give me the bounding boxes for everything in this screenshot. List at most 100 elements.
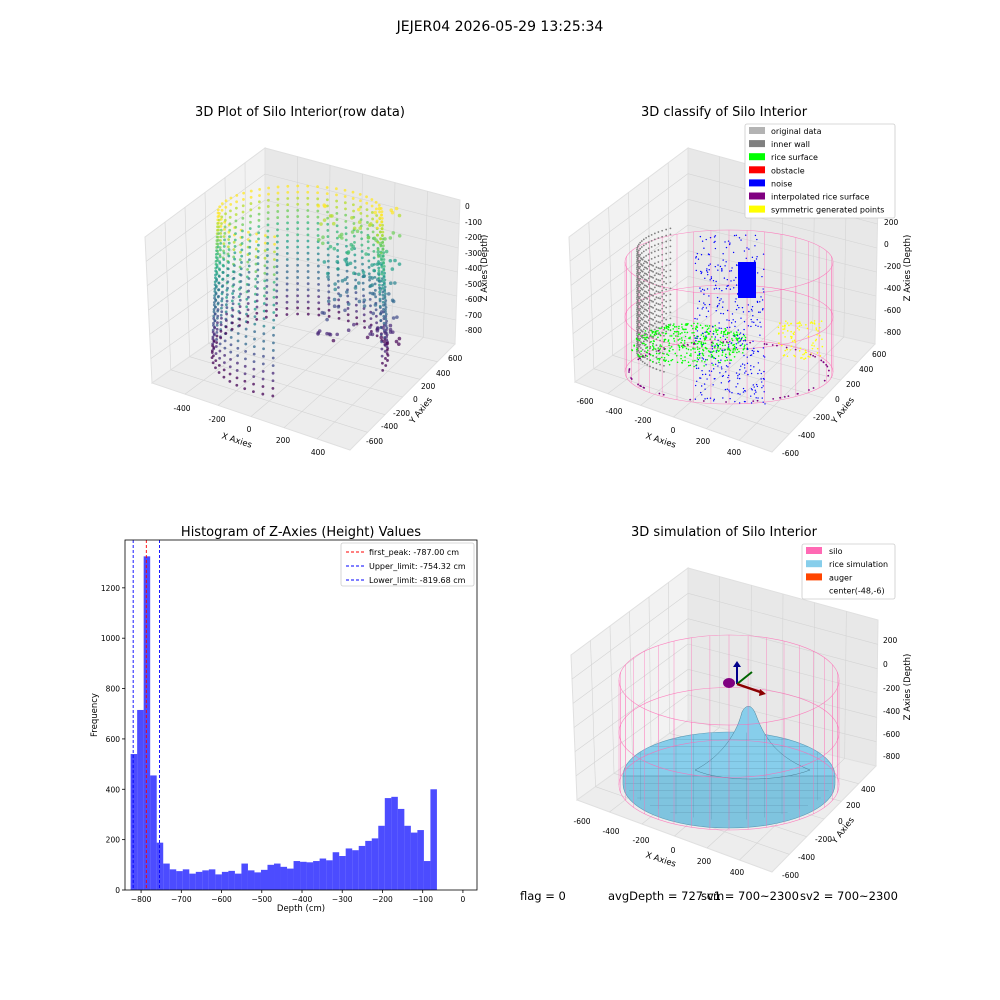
classify-y-tick: 0 (835, 395, 840, 404)
raw-y-ticks: 600 400 200 0 -200 -400 -600 (366, 354, 463, 446)
simulation-legend: silo rice simulation auger center(-48,-6) (801, 543, 896, 600)
histogram-x-label: Depth (cm) (277, 904, 325, 914)
histogram-chart: Histogram of Z-Axies (Height) Values −80… (90, 525, 478, 914)
histogram-legend-entry: Lower_limit: -819.68 cm (369, 576, 466, 585)
histogram-bar (150, 775, 157, 890)
simulation-legend-entry: center(-48,-6) (829, 587, 885, 596)
x-arrow-icon (736, 682, 764, 695)
simulation-y-tick: 200 (846, 801, 861, 810)
classify-x-tick: -400 (605, 407, 622, 416)
classify-z-tick: -200 (884, 262, 901, 271)
histogram-bar (300, 861, 307, 890)
raw-z-tick: -100 (465, 218, 482, 227)
simulation-y-tick: -200 (815, 835, 832, 844)
classify-legend: original data inner wall rice surface obsta… (744, 123, 896, 219)
simulation-z-tick: 200 (883, 636, 898, 645)
raw-x-label: X Axies (220, 431, 253, 450)
histogram-y-tick-label: 1000 (101, 634, 120, 643)
histogram-bar (130, 754, 138, 890)
classify-x-tick: 400 (727, 448, 742, 457)
classify-x-tick: -600 (576, 397, 593, 406)
simulation-3d-plot: 3D simulation of Silo Interior -600 -400… (570, 525, 913, 880)
raw-y-tick: -200 (393, 409, 410, 418)
simulation-x-tick: 200 (697, 857, 712, 866)
histogram-x-tick-label: −300 (332, 895, 353, 904)
histogram-bar (182, 869, 190, 890)
histogram-bar (371, 838, 379, 890)
histogram-y-tick-label: 800 (106, 685, 121, 694)
simulation-x-tick: 400 (730, 868, 745, 877)
simulation-x-tick: -600 (573, 817, 590, 826)
simulation-z-tick: -400 (883, 707, 900, 716)
histogram-bar (319, 858, 327, 890)
sv1-text: sv1 = 700~2300 (701, 889, 799, 903)
histogram-x-tick-label: −400 (292, 895, 313, 904)
histogram-legend: first_peak: -787.00 cm Upper_limit: -754.… (340, 542, 475, 587)
classify-z-tick: 200 (884, 218, 899, 227)
simulation-z-tick: 0 (883, 660, 888, 669)
raw-z-tick: -600 (465, 295, 482, 304)
raw-y-tick: 200 (421, 382, 436, 391)
histogram-bar (241, 863, 248, 890)
histogram-bar (143, 556, 151, 890)
classify-3d-plot: 3D classify of Silo Interior -600 -400 -… (568, 105, 913, 458)
raw-z-ticks: 0 -100 -200 -300 -400 -500 -600 -700 -80… (465, 202, 482, 335)
raw-z-tick: -200 (465, 233, 482, 242)
histogram-bar (274, 863, 281, 890)
raw-y-tick: 0 (413, 395, 418, 404)
raw-x-tick: 400 (311, 448, 326, 457)
simulation-y-tick: -400 (798, 853, 815, 862)
raw-plot-title: 3D Plot of Silo Interior(row data) (195, 105, 405, 120)
histogram-x-tick-label: −700 (171, 895, 192, 904)
legend-swatch (749, 153, 765, 161)
legend-swatch (749, 166, 765, 174)
raw-y-tick: -600 (366, 437, 383, 446)
raw-z-tick: -500 (465, 280, 482, 289)
classify-z-ticks: 200 0 -200 -400 -600 -800 (884, 218, 901, 337)
auger-marker (723, 661, 766, 696)
histogram-bar (247, 870, 255, 890)
classify-y-tick: -600 (782, 449, 799, 458)
raw-z-tick: 0 (465, 202, 470, 211)
raw-z-label: Z Axies (Depth) (480, 235, 490, 302)
histogram-legend-entry: Upper_limit: -754.32 cm (369, 562, 466, 571)
classify-y-tick: -200 (813, 413, 830, 422)
histogram-bars (130, 556, 437, 890)
raw-x-ticks: -400 -200 0 200 400 (173, 404, 325, 457)
classify-silo-wireframe (624, 229, 834, 405)
histogram-x-tick-label: −600 (211, 895, 232, 904)
classify-x-tick: 200 (696, 437, 711, 446)
simulation-legend-entry: rice simulation (829, 560, 888, 569)
histogram-bar (384, 798, 392, 890)
simulation-x-tick: -200 (632, 836, 649, 845)
histogram-bar (423, 861, 431, 890)
raw-y-tick: -400 (381, 422, 398, 431)
histogram-bar (293, 861, 301, 890)
histogram-y-tick-label: 1200 (101, 584, 120, 593)
histogram-bar (202, 870, 209, 890)
histogram-bar (280, 866, 288, 890)
classify-y-tick: 200 (846, 380, 861, 389)
classify-z-tick: -400 (884, 284, 901, 293)
legend-swatch (749, 192, 765, 200)
histogram-x-tick-label: −800 (131, 895, 152, 904)
histogram-bar (391, 796, 398, 890)
classify-point-cloud (628, 227, 830, 405)
histogram-bar (156, 842, 164, 890)
histogram-x-tick-label: −100 (412, 895, 433, 904)
histogram-x-tick-label: −500 (251, 895, 272, 904)
raw-x-tick: -400 (173, 404, 190, 413)
histogram-bar (254, 872, 261, 890)
simulation-z-tick: -800 (883, 752, 900, 761)
classify-legend-entry: original data (771, 127, 822, 136)
raw-z-tick: -700 (465, 311, 482, 320)
simulation-x-ticks: -600 -400 -200 0 200 400 (573, 817, 744, 877)
histogram-bar (234, 873, 242, 890)
classify-legend-entry: rice surface (771, 153, 818, 162)
simulation-x-tick: -400 (602, 827, 619, 836)
histogram-bar (169, 869, 177, 890)
simulation-silo-wireframe (618, 634, 840, 831)
simulation-plot-title: 3D simulation of Silo Interior (631, 525, 818, 540)
histogram-bar (378, 825, 385, 890)
